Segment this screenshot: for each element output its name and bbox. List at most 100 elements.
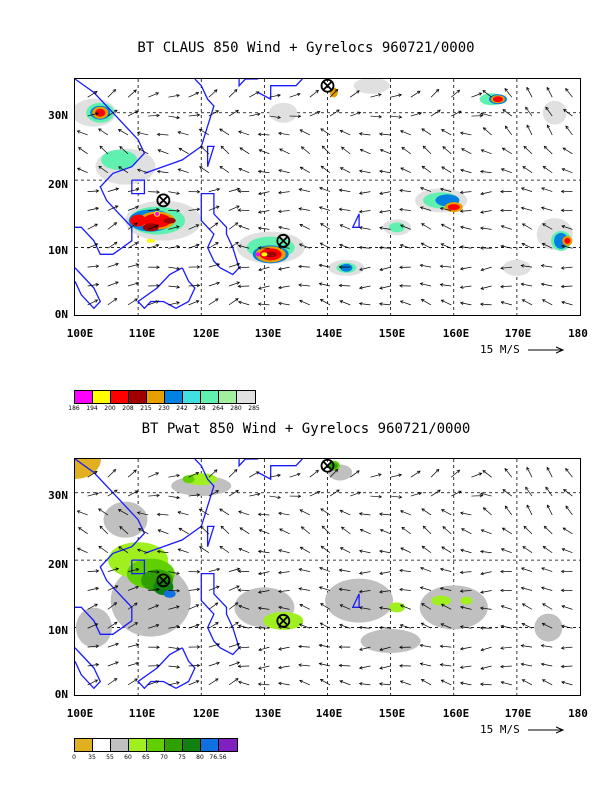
p2-wind-arrow	[259, 529, 270, 535]
p2-wind-arrow	[269, 474, 281, 478]
p2-wind-arrowhead	[134, 622, 139, 626]
p2-wind-arrowhead	[540, 662, 545, 667]
p1-wind-arrowhead	[257, 302, 262, 306]
p1-wind-arrowhead	[521, 223, 526, 227]
p2-wind-arrowhead	[239, 527, 244, 531]
p2-wind-arrowhead	[237, 624, 242, 628]
p1-gyre-marker-icon	[320, 79, 335, 93]
p1-wind-arrowhead	[257, 226, 262, 230]
p1-wind-arrow	[321, 145, 331, 155]
p2-wind-arrow	[390, 495, 402, 498]
p1-wind-arrowhead	[560, 266, 565, 270]
p2-wind-arrowhead	[113, 602, 118, 606]
p2-wind-arrowhead	[315, 469, 319, 474]
p2-wind-arrow	[107, 678, 117, 686]
p1-wind-arrow	[157, 149, 169, 155]
p2-wind-arrow	[238, 511, 250, 516]
p1-wind-arrowhead	[439, 187, 444, 192]
p2-wind-arrow	[561, 625, 573, 629]
p2-wind-arrow	[541, 567, 553, 572]
p1-wind-arrow	[148, 224, 159, 230]
p2-wind-arrowhead	[195, 604, 200, 608]
p1-wind-arrowhead	[378, 245, 383, 250]
p1-wind-arrowhead	[482, 89, 486, 94]
p2-wind-arrowhead	[299, 679, 303, 684]
p2-wind-arrowhead	[298, 663, 302, 667]
p1-wind-arrow	[483, 127, 492, 136]
p1-wind-arrowhead	[236, 262, 241, 267]
p2-wind-arrowhead	[480, 492, 484, 496]
p2-wind-arrowhead	[78, 527, 82, 531]
panel1-xlabel-120e: 120E	[192, 327, 220, 340]
p2-wind-arrow	[78, 527, 88, 535]
p2-wind-arrow	[441, 679, 452, 686]
p2-wind-arrowhead	[379, 549, 383, 554]
p2-wind-arrowhead	[299, 509, 304, 513]
p2-wind-arrow	[127, 643, 139, 648]
p1-wind-arrowhead	[299, 299, 303, 304]
p2-wind-arrow	[98, 545, 109, 554]
p1-wind-arrowhead	[379, 267, 384, 272]
p2-wind-arrowhead	[338, 587, 343, 592]
p1-wind-arrow	[118, 129, 129, 136]
p2-wind-arrow	[289, 473, 301, 478]
p1-wind-arrow	[168, 191, 180, 195]
p2-wind-arrow	[501, 548, 512, 554]
p1-wind-arrow	[359, 247, 371, 249]
p1-wind-arrow	[360, 149, 371, 155]
p2-wind-arrow	[157, 513, 169, 516]
p1-wind-arrow	[410, 112, 422, 117]
p1-wind-arrowhead	[480, 149, 485, 153]
p2-wind-arrowhead	[461, 528, 465, 532]
p2-wind-arrowhead	[195, 680, 200, 684]
p2-wind-arrow	[521, 623, 533, 629]
p2-wind-arrowhead	[420, 679, 425, 683]
p2-wind-arrowhead	[336, 489, 340, 493]
p2-wind-arrowhead	[422, 525, 427, 530]
p2-wind-arrowhead	[543, 525, 548, 530]
p2-wind-arrow	[320, 545, 331, 554]
p1-wind-arrow	[460, 169, 472, 174]
p2-wind-arrow	[219, 508, 230, 516]
p1-cloud-red	[130, 214, 147, 227]
p1-cloud-darkred	[142, 223, 159, 232]
p2-wind-arrow	[541, 645, 553, 648]
p2-wind-arrow	[370, 495, 382, 498]
p2-wind-arrowhead	[523, 525, 528, 530]
p2-wind-arrowhead	[521, 679, 526, 683]
panel1-colorbar-swatch	[129, 391, 147, 403]
p2-wind-arrowhead	[196, 663, 201, 668]
p1-wind-arrowhead	[278, 225, 282, 230]
p1-wind-arrowhead	[135, 263, 140, 267]
p2-wind-arrow	[98, 508, 109, 516]
p2-wind-arrow	[278, 590, 290, 592]
p1-wind-arrow	[127, 263, 139, 268]
p2-wind-arrowhead	[478, 472, 483, 476]
p2-wind-arrow	[450, 469, 460, 478]
p1-coastline-9	[351, 213, 360, 228]
p1-wind-arrow	[208, 206, 220, 211]
p2-wind-arrowhead	[399, 568, 403, 573]
p2-wind-arrow	[561, 665, 573, 667]
p2-wind-arrow	[350, 491, 361, 497]
p1-wind-arrow	[168, 115, 180, 119]
p2-wind-arrowhead	[133, 469, 137, 473]
p2-wind-arrowhead	[417, 470, 421, 474]
p1-wind-arrowhead	[523, 145, 528, 150]
p1-wind-arrow	[238, 301, 250, 306]
p2-wind-arrowhead	[237, 646, 242, 650]
p1-wind-arrow	[299, 300, 310, 306]
p1-wind-arrow	[279, 148, 290, 155]
p1-wind-arrow	[521, 283, 533, 287]
p2-wind-arrowhead	[456, 469, 461, 474]
p1-wind-arrow	[87, 190, 99, 192]
panel1-colorbar-labels: 186 194 200 208 215 230 242 248 264 280 285	[68, 405, 274, 413]
p2-wind-arrowhead	[439, 567, 444, 572]
p1-wind-arrowhead	[316, 110, 321, 115]
panel2-colorbar-labels: 0 35 55 60 65 70 75 80 76.56	[72, 754, 274, 762]
p1-wind-arrowhead	[339, 243, 343, 248]
p1-wind-arrow	[188, 244, 200, 249]
p1-wind-arrowhead	[399, 244, 404, 248]
p1-wind-arrow	[98, 128, 109, 136]
p1-wind-arrowhead	[76, 167, 81, 171]
